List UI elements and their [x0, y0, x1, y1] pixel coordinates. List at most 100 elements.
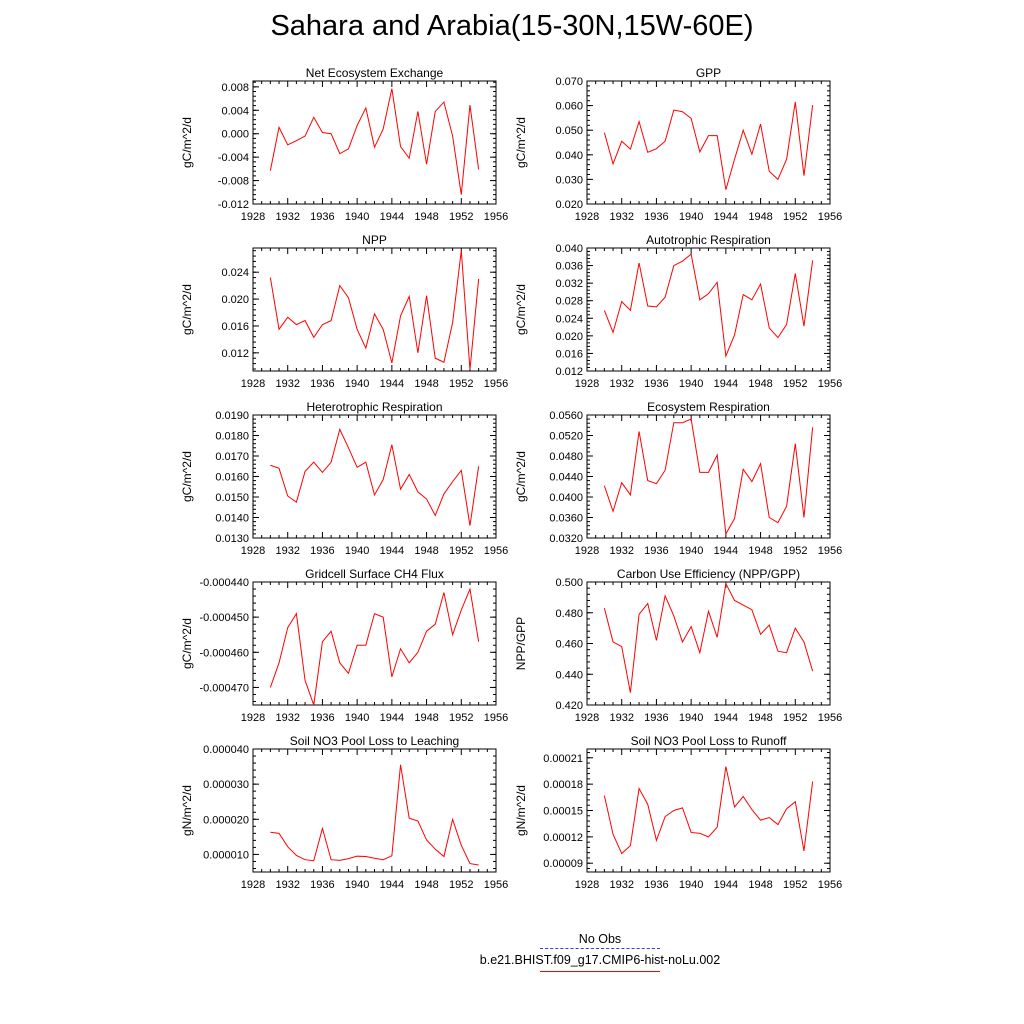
x-tick-label: 1932 — [275, 545, 299, 557]
x-tick-label: 1928 — [575, 545, 599, 557]
panel-title: Carbon Use Efficiency (NPP/GPP) — [617, 567, 800, 581]
y-tick-label: 0.0180 — [215, 431, 249, 443]
y-axis-label: gC/m^2/d — [514, 284, 528, 335]
x-tick-label: 1948 — [748, 712, 772, 724]
y-tick-label: 0.004 — [221, 105, 249, 117]
legend-obs-line — [540, 948, 660, 949]
y-tick-label: 0.0150 — [215, 492, 249, 504]
x-tick-label: 1944 — [380, 211, 404, 223]
y-tick-label: 0.0560 — [549, 410, 583, 422]
x-tick-label: 1944 — [714, 712, 738, 724]
y-tick-label: 0.0170 — [215, 451, 249, 463]
series-line-0 — [603, 581, 814, 693]
x-tick-label: 1936 — [644, 378, 668, 390]
x-tick-label: 1936 — [310, 879, 334, 891]
page-title: Sahara and Arabia(15-30N,15W-60E) — [270, 10, 754, 42]
x-tick-label: 1928 — [241, 378, 265, 390]
x-tick-label: 1948 — [414, 879, 438, 891]
x-tick-label: 1928 — [575, 378, 599, 390]
x-tick-label: 1940 — [345, 712, 369, 724]
y-tick-label: -0.000470 — [199, 682, 249, 694]
y-tick-label: 0.050 — [555, 125, 583, 137]
x-tick-label: 1952 — [449, 879, 473, 891]
x-tick-label: 1932 — [609, 211, 633, 223]
x-tick-label: 1944 — [380, 378, 404, 390]
x-tick-label: 1940 — [679, 545, 703, 557]
y-tick-label: 0.0360 — [549, 513, 583, 525]
y-tick-label: -0.008 — [218, 176, 249, 188]
x-tick-label: 1932 — [275, 211, 299, 223]
x-tick-label: 1956 — [484, 211, 508, 223]
x-tick-label: 1956 — [818, 378, 842, 390]
x-tick-label: 1932 — [275, 712, 299, 724]
x-tick-label: 1932 — [609, 879, 633, 891]
y-tick-label: 0.008 — [221, 82, 249, 94]
x-tick-label: 1956 — [484, 879, 508, 891]
y-tick-label: 0.030 — [555, 174, 583, 186]
x-tick-label: 1952 — [449, 378, 473, 390]
x-tick-label: 1936 — [310, 545, 334, 557]
x-tick-label: 1940 — [345, 378, 369, 390]
y-axis-label: gN/m^2/d — [180, 785, 194, 836]
legend-model-label: b.e21.BHIST.f09_g17.CMIP6-hist-noLu.002 — [479, 953, 721, 967]
x-tick-label: 1940 — [345, 211, 369, 223]
x-tick-label: 1936 — [644, 545, 668, 557]
x-tick-label: 1944 — [714, 211, 738, 223]
y-tick-label: -0.000460 — [199, 647, 249, 659]
plot-frame — [586, 414, 831, 539]
x-tick-label: 1928 — [241, 879, 265, 891]
y-tick-label: 0.00021 — [543, 753, 583, 765]
series-line-0 — [603, 418, 814, 536]
x-tick-label: 1956 — [818, 879, 842, 891]
y-tick-label: 0.0400 — [549, 492, 583, 504]
x-tick-label: 1936 — [644, 879, 668, 891]
panel-title: Net Ecosystem Exchange — [306, 66, 444, 80]
x-tick-label: 1948 — [748, 545, 772, 557]
x-tick-label: 1944 — [714, 378, 738, 390]
panel-0: Net Ecosystem Exchange 1928 1932 1936 1940 19… — [180, 66, 508, 223]
y-tick-label: 0.000040 — [203, 744, 249, 756]
y-tick-label: -0.000450 — [199, 612, 249, 624]
y-tick-label: 0.500 — [555, 577, 583, 589]
x-tick-label: 1928 — [575, 879, 599, 891]
y-tick-label: 0.020 — [221, 294, 249, 306]
y-axis-label: gC/m^2/d — [514, 451, 528, 502]
y-axis-label: gC/m^2/d — [180, 451, 194, 502]
y-axis-label: gC/m^2/d — [180, 618, 194, 669]
y-tick-label: 0.036 — [555, 261, 583, 273]
y-tick-label: 0.016 — [555, 348, 583, 360]
x-tick-label: 1948 — [748, 211, 772, 223]
series-line-0 — [270, 427, 480, 526]
x-tick-label: 1936 — [310, 378, 334, 390]
series-line-0 — [269, 88, 480, 195]
x-tick-label: 1952 — [449, 545, 473, 557]
panel-9: Soil NO3 Pool Loss to Runoff 1928 1932 1936… — [514, 734, 842, 891]
x-tick-label: 1956 — [484, 545, 508, 557]
y-tick-label: 0.040 — [555, 150, 583, 162]
y-tick-label: -0.012 — [218, 199, 249, 211]
panel-3: Autotrophic Respiration 1928 1932 1936 1940 1… — [514, 233, 842, 390]
x-tick-label: 1952 — [449, 712, 473, 724]
panel-8: Soil NO3 Pool Loss to Leaching 1928 1932 19… — [180, 734, 508, 891]
panel-title: Soil NO3 Pool Loss to Leaching — [290, 734, 459, 748]
series-line-0 — [603, 253, 814, 359]
y-axis-label: gC/m^2/d — [180, 117, 194, 168]
plot-frame — [586, 748, 831, 873]
x-tick-label: 1944 — [714, 545, 738, 557]
x-tick-label: 1936 — [644, 211, 668, 223]
y-tick-label: 0.0440 — [549, 472, 583, 484]
x-tick-label: 1940 — [345, 545, 369, 557]
x-tick-label: 1928 — [575, 211, 599, 223]
series-line-0 — [270, 764, 479, 866]
plot-frame — [252, 414, 497, 539]
x-tick-label: 1928 — [575, 712, 599, 724]
panel-title: GPP — [696, 66, 721, 80]
x-tick-label: 1944 — [714, 879, 738, 891]
panel-7: Carbon Use Efficiency (NPP/GPP) 1928 1932 1… — [514, 567, 842, 724]
x-tick-label: 1956 — [818, 712, 842, 724]
x-tick-label: 1932 — [275, 879, 299, 891]
plot-frame — [586, 581, 831, 706]
x-tick-label: 1932 — [609, 545, 633, 557]
y-tick-label: 0.0320 — [549, 533, 583, 545]
x-tick-label: 1956 — [818, 545, 842, 557]
